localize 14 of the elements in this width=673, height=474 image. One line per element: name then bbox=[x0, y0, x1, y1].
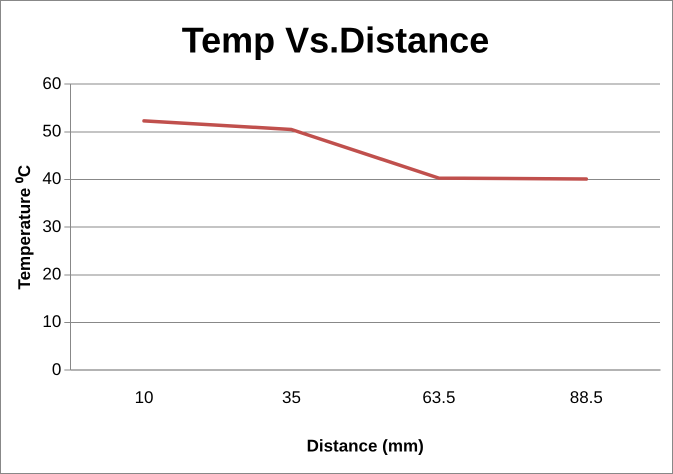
y-tick-label: 0 bbox=[52, 360, 62, 379]
y-tick-label: 20 bbox=[42, 264, 62, 284]
y-tick-label: 10 bbox=[42, 312, 62, 332]
y-tick-label: 40 bbox=[42, 169, 62, 188]
x-axis-title: Distance (mm) bbox=[306, 436, 424, 456]
y-axis-title: Temperature ⁰C bbox=[14, 164, 34, 290]
y-tick-label: 30 bbox=[42, 216, 62, 236]
y-tick-label: 60 bbox=[42, 74, 62, 93]
x-tick-label: 10 bbox=[134, 388, 154, 408]
y-tick-label: 50 bbox=[42, 122, 62, 141]
chart-title: Temp Vs.Distance bbox=[182, 20, 490, 61]
x-tick-label: 35 bbox=[282, 388, 301, 408]
x-tick-label: 63.5 bbox=[422, 388, 456, 408]
x-tick-label: 88.5 bbox=[570, 388, 603, 408]
